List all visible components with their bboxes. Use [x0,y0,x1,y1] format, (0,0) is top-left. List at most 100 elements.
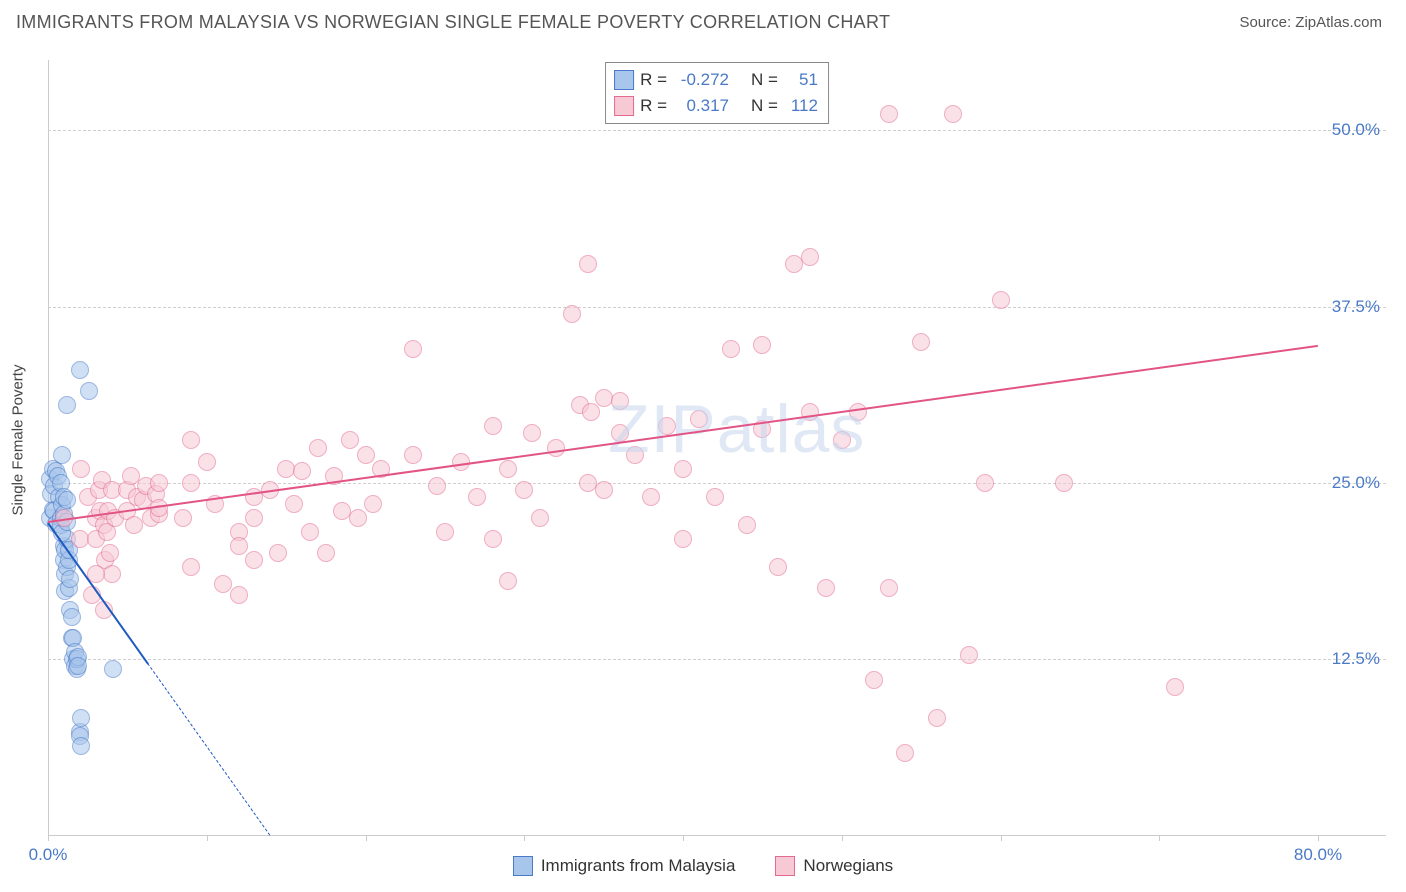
data-point-norwegians [309,439,327,457]
data-point-norwegians [865,671,883,689]
data-point-norwegians [341,431,359,449]
data-point-norwegians [801,248,819,266]
data-point-norwegians [285,495,303,513]
n-label: N = [751,70,778,90]
data-point-norwegians [849,403,867,421]
chart-area: ZIPatlas 0.0%80.0% R = -0.272 N = 51 R =… [48,60,1386,836]
gridline-h [48,130,1386,131]
data-point-norwegians [428,477,446,495]
data-point-norwegians [364,495,382,513]
swatch-malaysia [513,856,533,876]
data-point-norwegians [230,537,248,555]
data-point-norwegians [452,453,470,471]
data-point-norwegians [499,572,517,590]
data-point-norwegians [317,544,335,562]
data-point-malaysia [104,660,122,678]
legend-label-malaysia: Immigrants from Malaysia [541,856,736,876]
data-point-malaysia [72,737,90,755]
trend-line-norwegians [48,345,1318,523]
data-point-norwegians [101,544,119,562]
data-point-malaysia [71,361,89,379]
data-point-norwegians [301,523,319,541]
data-point-norwegians [484,417,502,435]
data-point-norwegians [563,305,581,323]
data-point-norwegians [214,575,232,593]
data-point-norwegians [880,579,898,597]
y-tick-label: 37.5% [1332,297,1380,317]
data-point-norwegians [198,453,216,471]
data-point-norwegians [753,336,771,354]
plot-region: ZIPatlas 0.0%80.0% [48,60,1318,835]
data-point-norwegians [1166,678,1184,696]
data-point-norwegians [912,333,930,351]
data-point-norwegians [547,439,565,457]
data-point-norwegians [611,392,629,410]
y-axis-line [48,60,49,835]
data-point-norwegians [674,460,692,478]
data-point-norwegians [404,446,422,464]
data-point-norwegians [880,105,898,123]
data-point-norwegians [103,565,121,583]
legend-item-norwegians: Norwegians [775,856,893,876]
r-label: R = [640,96,667,116]
x-tick [1159,835,1160,841]
data-point-norwegians [230,586,248,604]
data-point-norwegians [642,488,660,506]
data-point-norwegians [269,544,287,562]
x-tick [48,835,49,841]
x-tick [207,835,208,841]
data-point-malaysia [72,709,90,727]
data-point-norwegians [582,403,600,421]
n-label: N = [751,96,778,116]
series-legend: Immigrants from Malaysia Norwegians [0,856,1406,876]
data-point-norwegians [515,481,533,499]
x-tick [683,835,684,841]
data-point-norwegians [404,340,422,358]
data-point-norwegians [817,579,835,597]
data-point-norwegians [531,509,549,527]
data-point-malaysia [69,657,87,675]
data-point-norwegians [690,410,708,428]
gridline-h [48,483,1386,484]
data-point-norwegians [722,340,740,358]
gridline-h [48,659,1386,660]
data-point-norwegians [992,291,1010,309]
data-point-norwegians [499,460,517,478]
data-point-norwegians [125,516,143,534]
data-point-malaysia [58,396,76,414]
data-point-norwegians [484,530,502,548]
data-point-malaysia [63,608,81,626]
data-point-norwegians [944,105,962,123]
data-point-norwegians [182,558,200,576]
data-point-norwegians [674,530,692,548]
data-point-norwegians [769,558,787,576]
data-point-norwegians [801,403,819,421]
watermark: ZIPatlas [608,390,865,468]
header: IMMIGRANTS FROM MALAYSIA VS NORWEGIAN SI… [0,0,1406,41]
chart-title: IMMIGRANTS FROM MALAYSIA VS NORWEGIAN SI… [16,12,890,33]
stats-row-norwegians: R = 0.317 N = 112 [614,93,818,119]
gridline-h [48,307,1386,308]
legend-label-norwegians: Norwegians [803,856,893,876]
data-point-norwegians [245,509,263,527]
x-tick [842,835,843,841]
data-point-malaysia [80,382,98,400]
data-point-norwegians [182,431,200,449]
data-point-norwegians [349,509,367,527]
data-point-norwegians [706,488,724,506]
data-point-norwegians [579,255,597,273]
n-value-norwegians: 112 [784,96,818,116]
x-tick [366,835,367,841]
x-tick [1001,835,1002,841]
data-point-malaysia [58,491,76,509]
data-point-norwegians [174,509,192,527]
x-tick [524,835,525,841]
data-point-norwegians [436,523,454,541]
data-point-norwegians [896,744,914,762]
r-value-malaysia: -0.272 [673,70,729,90]
r-value-norwegians: 0.317 [673,96,729,116]
swatch-norwegians [775,856,795,876]
data-point-norwegians [523,424,541,442]
data-point-norwegians [626,446,644,464]
data-point-norwegians [150,474,168,492]
